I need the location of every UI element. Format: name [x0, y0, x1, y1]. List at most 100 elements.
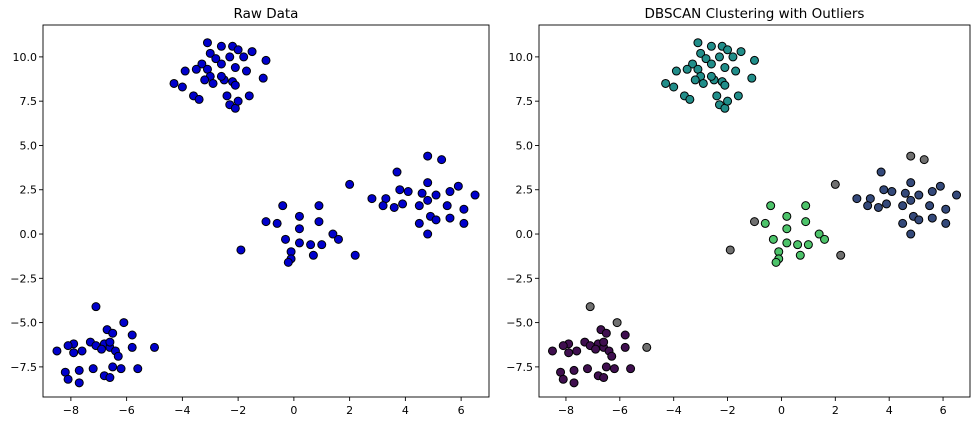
data-point: [216, 41, 226, 51]
data-point: [105, 337, 115, 347]
data-point: [278, 201, 288, 211]
data-point: [306, 240, 316, 250]
data-point: [105, 373, 115, 383]
x-tick-label: −6: [119, 404, 135, 417]
y-tick-label: 2.5: [20, 184, 38, 197]
data-point: [445, 187, 455, 197]
data-point: [706, 41, 716, 51]
data-point: [191, 64, 201, 74]
data-point: [233, 96, 243, 106]
data-point: [345, 179, 355, 189]
y-tick-label: 5.0: [516, 139, 534, 152]
data-point: [906, 195, 916, 205]
data-point: [642, 342, 652, 352]
data-point: [314, 201, 324, 211]
data-point: [830, 179, 840, 189]
x-tick-label: 2: [832, 404, 839, 417]
data-point: [736, 47, 746, 57]
data-point: [620, 330, 630, 340]
data-point: [747, 73, 757, 83]
data-point: [281, 234, 291, 244]
data-point: [63, 341, 73, 351]
data-point: [197, 59, 207, 69]
data-point: [69, 348, 79, 358]
data-point: [314, 217, 324, 227]
data-point: [706, 71, 716, 81]
data-point: [367, 194, 377, 204]
data-point: [696, 48, 706, 58]
data-point: [423, 195, 433, 205]
x-tick-label: 4: [402, 404, 409, 417]
data-point: [403, 187, 413, 197]
data-point: [873, 202, 883, 212]
x-tick-label: 6: [458, 404, 465, 417]
data-point: [569, 378, 579, 388]
x-tick-label: −2: [230, 404, 246, 417]
chart-panel-2: DBSCAN Clustering with Outliers −8 −6 −4 −2 0…: [506, 6, 971, 417]
y-tick-label: 2.5: [516, 184, 534, 197]
x-tick-label: −8: [558, 404, 574, 417]
data-point: [795, 250, 805, 260]
data-point: [431, 215, 441, 225]
data-point: [898, 218, 908, 228]
data-point: [216, 59, 226, 69]
data-point: [294, 224, 304, 234]
data-point: [723, 96, 733, 106]
data-point: [169, 78, 179, 88]
data-point: [906, 229, 916, 239]
x-tick-label: −8: [63, 404, 79, 417]
data-point: [768, 234, 778, 244]
data-point: [470, 190, 480, 200]
x-tick-label: 4: [886, 404, 893, 417]
data-point: [202, 38, 212, 48]
data-point: [782, 224, 792, 234]
data-point: [261, 55, 271, 65]
y-tick-label: 10.0: [509, 51, 534, 64]
data-point: [244, 91, 254, 101]
data-point: [247, 47, 257, 57]
data-point: [378, 201, 388, 211]
data-point: [108, 362, 118, 372]
y-tick-label: −5.0: [506, 317, 533, 330]
data-point: [671, 66, 681, 76]
data-point: [693, 38, 703, 48]
data-point: [925, 201, 935, 211]
data-point: [914, 190, 924, 200]
data-point: [417, 188, 427, 198]
data-point: [395, 185, 405, 195]
data-point: [116, 364, 126, 374]
data-point: [97, 344, 107, 354]
data-point: [453, 181, 463, 191]
data-point: [591, 344, 601, 354]
data-point: [150, 342, 159, 352]
data-point: [701, 54, 711, 64]
data-point: [685, 94, 695, 104]
data-point: [941, 218, 951, 228]
x-tick-label: −2: [719, 404, 735, 417]
data-point: [852, 194, 862, 204]
data-point: [879, 185, 889, 195]
data-point: [585, 302, 595, 312]
data-point: [233, 45, 243, 55]
axes-frame: [538, 24, 971, 398]
data-point: [547, 346, 557, 356]
data-point: [108, 328, 118, 338]
data-point: [803, 240, 813, 250]
y-tick-label: −7.5: [506, 361, 533, 374]
data-point: [88, 364, 98, 374]
data-point: [283, 257, 293, 267]
data-point: [113, 351, 123, 361]
data-point: [952, 190, 962, 200]
data-point: [863, 201, 873, 211]
data-point: [733, 91, 743, 101]
data-point: [414, 201, 424, 211]
data-point: [52, 346, 62, 356]
data-point: [760, 218, 770, 228]
data-point: [906, 178, 916, 188]
data-point: [814, 229, 824, 239]
data-point: [431, 190, 441, 200]
data-point: [820, 234, 830, 244]
data-point: [177, 82, 187, 92]
y-tick-label: 0.0: [20, 228, 38, 241]
data-point: [782, 211, 792, 221]
